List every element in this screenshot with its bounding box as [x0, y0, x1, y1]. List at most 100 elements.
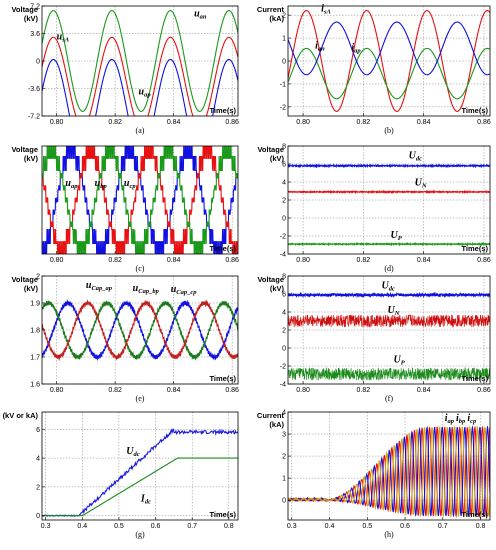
x-tick-label: 0.86 — [225, 387, 239, 394]
series-annotation: UP — [391, 230, 403, 242]
x-tick-label: 0.84 — [167, 119, 181, 126]
y-axis-label: Current — [257, 411, 285, 420]
y-tick-label: -2 — [280, 364, 286, 371]
y-tick-label: 7.2 — [30, 4, 40, 11]
x-tick-label: 0.6 — [151, 523, 161, 530]
x-tick-label: 0.82 — [357, 119, 371, 126]
x-tick-label: 0.80 — [50, 387, 64, 394]
y-axis-label: (kV) — [270, 284, 285, 293]
chart-h: 0.3 0.4 0.5 0.6 0.7 0.8 4 3 2 1 0 Current(kA) Time(s… — [257, 410, 491, 539]
x-tick-label: 0.84 — [417, 119, 431, 126]
panel-caption: (f) — [385, 394, 393, 403]
y-axis-label: Voltage — [257, 275, 284, 284]
y-tick-label: 1 — [282, 476, 286, 483]
x-tick-label: 0.80 — [50, 257, 64, 264]
y-tick-label: 4 — [36, 456, 40, 463]
x-tick-label: 0.86 — [477, 119, 491, 126]
x-tick-label: 0.80 — [296, 257, 310, 264]
panel-caption: (g) — [135, 530, 145, 539]
y-axis-label: (kV) — [24, 14, 39, 23]
y-tick-label: 0 — [282, 216, 286, 223]
series-c-u-cp — [42, 146, 238, 254]
chart-f: 0.80 0.82 0.84 0.86 8 6 4 2 0 -2 -4 Voltage(kV) Time… — [257, 274, 490, 404]
x-tick-label: 0.86 — [225, 119, 239, 126]
y-tick-label: -4 — [280, 382, 286, 389]
y-tick-label: 2 — [282, 198, 286, 205]
panel-caption: (h) — [384, 530, 394, 539]
y-axis-label: Voltage — [11, 5, 38, 14]
x-tick-label: 0.3 — [287, 523, 297, 530]
y-tick-label: 0 — [282, 346, 286, 353]
x-tick-label: 0.84 — [417, 387, 431, 394]
x-tick-label: 0.5 — [114, 523, 124, 530]
y-axis-label: (kV) — [24, 154, 39, 163]
y-tick-label: 8 — [282, 274, 286, 281]
series-c-u-bp — [42, 146, 238, 254]
x-tick-label: 0.7 — [187, 523, 197, 530]
y-tick-label: 2 — [282, 454, 286, 461]
series-a-u-sa — [42, 36, 238, 116]
series-annotation: uCap_cp — [171, 284, 198, 296]
series-annotation: ian — [315, 40, 325, 52]
y-tick-label: -4 — [280, 252, 286, 259]
series-a-u-an — [42, 10, 238, 112]
y-tick-label: 3.6 — [30, 31, 40, 38]
x-tick-label: 0.86 — [477, 387, 491, 394]
series-annotation: ucp — [124, 178, 136, 190]
series-f-u-n — [288, 314, 490, 328]
series-c-u-ap — [42, 146, 238, 254]
y-tick-label: 2 — [36, 484, 40, 491]
y-tick-label: -3.6 — [28, 86, 40, 93]
x-tick-label: 0.3 — [41, 523, 51, 530]
x-axis-label: Time(s) — [209, 244, 236, 253]
series-b-i-sa — [288, 10, 490, 112]
x-tick-label: 0.8 — [476, 523, 486, 530]
series-d-u-p — [288, 241, 490, 247]
panel-caption: (c) — [136, 264, 145, 273]
y-tick-label: 2 — [36, 274, 40, 281]
panel-caption: (b) — [384, 126, 394, 135]
chart-d: 0.80 0.82 0.84 0.86 8 6 4 2 0 -2 -4 Voltage(kV) Time… — [257, 144, 490, 274]
x-tick-label: 0.80 — [296, 387, 310, 394]
y-axis-label: (kV) — [270, 154, 285, 163]
y-axis-label: Voltage — [257, 145, 284, 154]
x-tick-label: 0.80 — [50, 119, 64, 126]
y-tick-label: 0 — [36, 513, 40, 520]
chart-b: 0.80 0.82 0.84 0.86 2 1 0 -1 -2 Current(kA) Time(s… — [257, 4, 491, 135]
series-annotation: iap — [445, 413, 455, 425]
y-tick-label: 0 — [36, 59, 40, 66]
x-axis-label: Time(s) — [209, 106, 236, 115]
axes-frame-c — [41, 145, 239, 255]
series-e-u-cap-bp — [42, 299, 238, 361]
series-annotation: uCap_ap — [86, 280, 113, 292]
y-tick-label: 6 — [282, 162, 286, 169]
y-tick-label: 4 — [282, 180, 286, 187]
y-tick-label: 4 — [282, 310, 286, 317]
axes-frame-h — [287, 411, 491, 521]
series-annotation: Udc — [126, 446, 139, 458]
y-tick-label: 1.6 — [30, 382, 40, 389]
series-h-i-cp — [288, 425, 490, 518]
x-tick-label: 0.8 — [224, 523, 234, 530]
series-annotation: ubp — [95, 178, 108, 190]
series-f-u-p — [288, 366, 490, 382]
series-annotation: Udc — [381, 281, 394, 293]
series-f-u-dc — [288, 291, 490, 299]
x-tick-label: 0.6 — [400, 523, 410, 530]
series-g-i-dc — [42, 457, 238, 517]
series-annotation: uap — [65, 178, 78, 190]
x-axis-label: Time(s) — [461, 244, 488, 253]
y-tick-label: 2 — [282, 13, 286, 20]
y-axis-label: Voltage — [11, 145, 38, 154]
x-axis-label: Time(s) — [461, 510, 488, 519]
x-tick-label: 0.7 — [438, 523, 448, 530]
y-tick-label: 1.8 — [30, 328, 40, 335]
chart-e: 0.80 0.82 0.84 0.86 2 1.9 1.8 1.7 1.6 Voltage(kV)… — [11, 274, 239, 404]
x-axis-label: Time(s) — [209, 510, 236, 519]
y-tick-label: 4 — [282, 410, 286, 417]
grid-d — [288, 145, 490, 255]
x-axis-label: Time(s) — [461, 106, 488, 115]
series-annotation: isA — [321, 4, 331, 16]
series-annotation: uCap_bp — [133, 283, 160, 295]
x-tick-label: 0.86 — [225, 257, 239, 264]
